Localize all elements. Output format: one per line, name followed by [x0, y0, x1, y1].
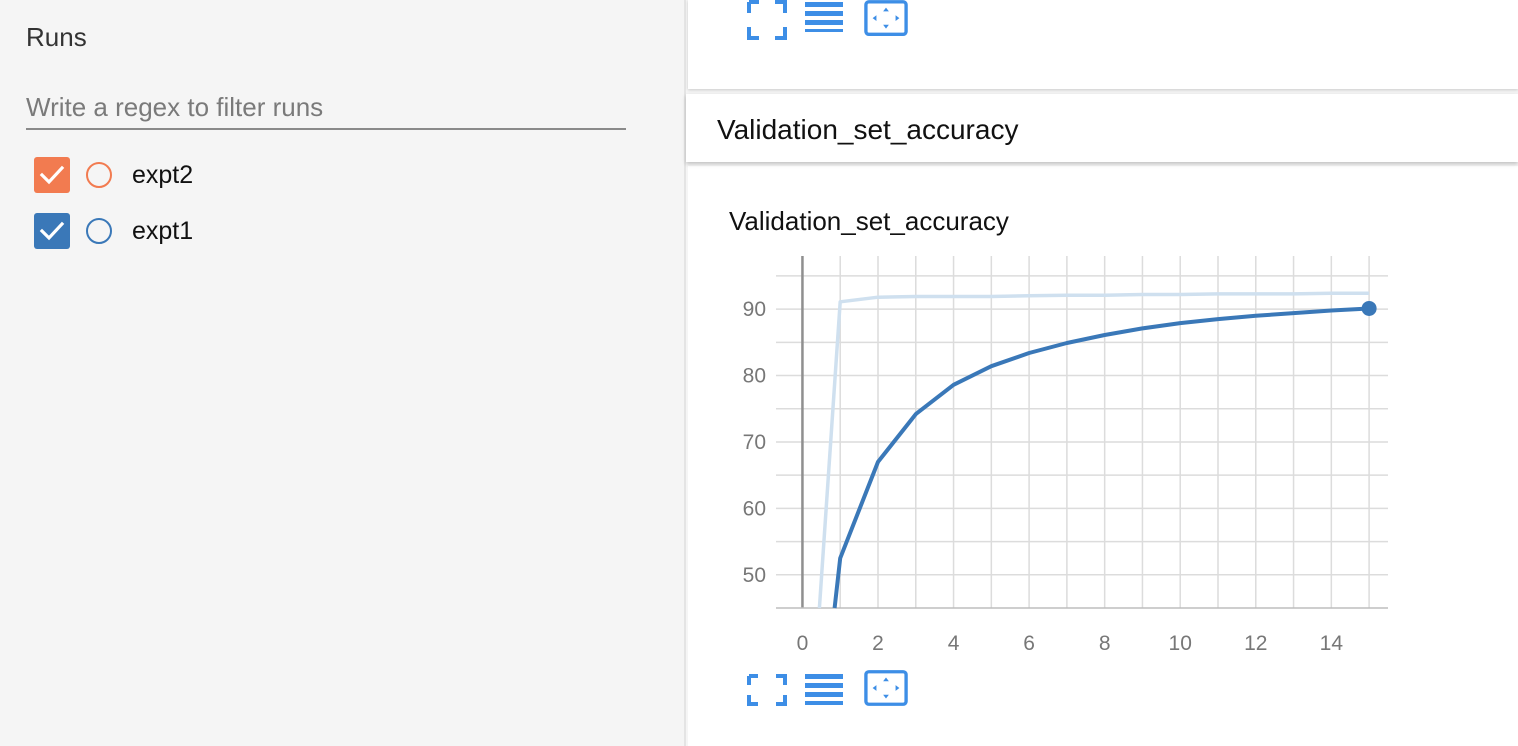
- section-title: Validation_set_accuracy: [717, 114, 1019, 145]
- x-tick-label: 8: [1099, 632, 1111, 655]
- expand-icon[interactable]: [745, 670, 789, 710]
- run-row-expt2: expt2: [34, 157, 193, 193]
- accuracy-line-chart[interactable]: 0 2 4 6 8 10 12 14 50 60 70 80 90: [688, 240, 1418, 660]
- previous-chart-card: [688, 0, 1518, 89]
- fit-domain-icon[interactable]: [864, 668, 908, 708]
- expand-icon[interactable]: [745, 0, 789, 40]
- checkmark-icon: [39, 165, 65, 185]
- series-line-raw: [817, 291, 1370, 609]
- data-list-icon[interactable]: [802, 670, 846, 710]
- data-list-icon[interactable]: [802, 0, 846, 40]
- x-tick-label: 0: [797, 632, 809, 655]
- x-tick-label: 4: [948, 632, 960, 655]
- y-tick-label: 70: [743, 431, 766, 454]
- run-filter-input[interactable]: [26, 86, 626, 130]
- y-tick-label: 90: [743, 298, 766, 321]
- series-line-smoothed: [832, 306, 1370, 609]
- chart-title: Validation_set_accuracy: [729, 206, 1009, 236]
- last-point-marker: [1361, 300, 1377, 316]
- run-row-expt1: expt1: [34, 213, 193, 249]
- x-tick-label: 12: [1244, 632, 1267, 655]
- x-tick-label: 6: [1023, 632, 1035, 655]
- x-tick-label: 10: [1169, 632, 1192, 655]
- run-label-expt1: expt1: [132, 216, 194, 245]
- y-tick-label: 60: [743, 497, 766, 520]
- section-header[interactable]: Validation_set_accuracy: [686, 94, 1518, 162]
- run-color-circle-expt2[interactable]: [86, 162, 112, 188]
- x-tick-label: 2: [872, 632, 884, 655]
- runs-sidebar: Runs expt2 expt1: [0, 0, 686, 746]
- runs-title: Runs: [26, 22, 87, 52]
- chart-card: Validation_set_accuracy: [688, 166, 1518, 746]
- y-tick-label: 80: [743, 365, 766, 388]
- y-tick-label: 50: [743, 564, 766, 587]
- run-color-circle-expt1[interactable]: [86, 218, 112, 244]
- fit-domain-icon[interactable]: [864, 0, 908, 40]
- run-checkbox-expt2[interactable]: [34, 157, 70, 193]
- x-tick-label: 14: [1320, 632, 1344, 655]
- run-label-expt2: expt2: [132, 160, 194, 189]
- checkmark-icon: [39, 221, 65, 241]
- run-checkbox-expt1[interactable]: [34, 213, 70, 249]
